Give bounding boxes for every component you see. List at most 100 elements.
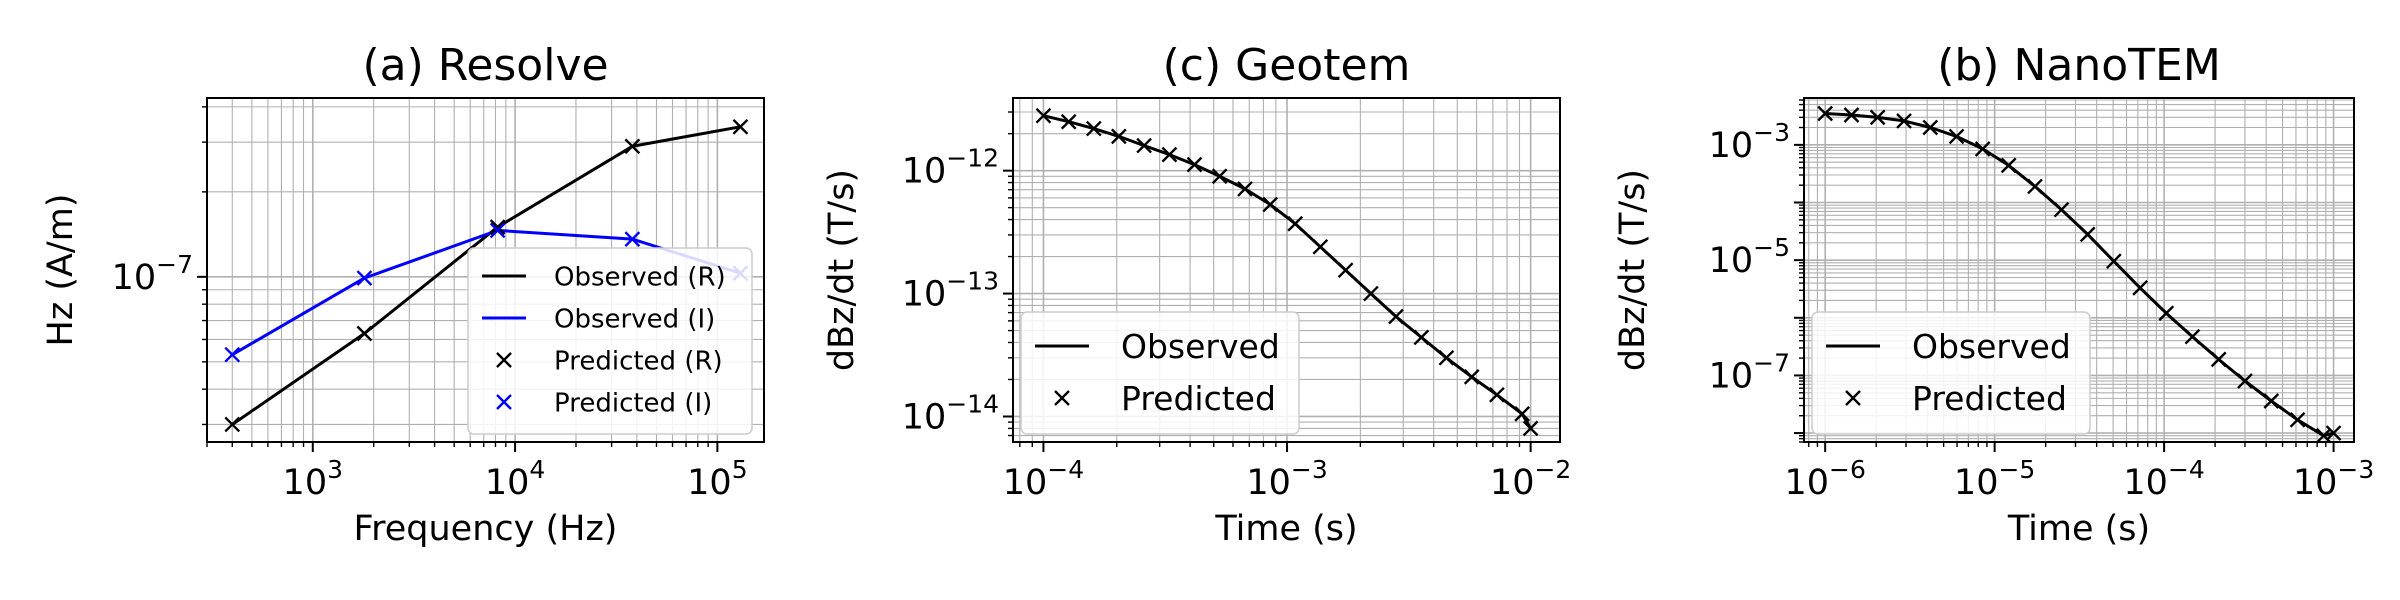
data-point-marker — [1843, 107, 1860, 123]
data-point-marker — [1948, 128, 1965, 145]
x-tick-label-mantissa: 10 — [1954, 463, 1999, 503]
x-tick-label-mantissa: 10 — [485, 463, 530, 503]
data-point-marker — [356, 325, 373, 342]
x-tick-label-exponent: −5 — [1998, 455, 2035, 484]
y-tick-label-exponent: −3 — [1753, 118, 1790, 147]
y-tick-label: 10−3 — [1709, 118, 1790, 166]
y-tick-label-exponent: −14 — [946, 389, 999, 418]
chart-title: (a) Resolve — [362, 40, 608, 91]
x-tick-label: 10−2 — [1490, 455, 1571, 503]
x-tick-label-mantissa: 10 — [1490, 463, 1535, 503]
legend-marker-swatch — [1054, 390, 1070, 406]
legend-box — [1811, 311, 2091, 435]
data-point-marker — [1211, 168, 1228, 185]
x-tick-label-mantissa: 10 — [2123, 463, 2168, 503]
y-tick-label-exponent: −7 — [1753, 348, 1790, 377]
y-tick-label: 10−14 — [902, 389, 999, 437]
data-point-marker — [2325, 425, 2342, 441]
x-tick-label-mantissa: 10 — [687, 463, 732, 503]
x-tick-label: 104 — [485, 455, 545, 503]
data-point-marker — [1514, 406, 1530, 422]
data-point-marker — [624, 231, 641, 247]
x-axis-label: Time (s) — [1214, 509, 1357, 549]
x-tick-label: 105 — [687, 455, 747, 503]
x-axis-label: Frequency (Hz) — [354, 509, 618, 549]
legend-label: Predicted (R) — [554, 346, 723, 376]
data-point-marker — [1922, 119, 1939, 136]
y-tick-label-exponent: −5 — [1753, 233, 1790, 262]
legend-label: Observed — [1912, 327, 2071, 366]
y-tick-label-mantissa: 10 — [1709, 356, 1754, 396]
y-tick-label-exponent: −13 — [946, 267, 999, 296]
x-tick-label: 10−5 — [1954, 455, 2035, 503]
axes-frame — [1803, 97, 2355, 443]
x-tick-label-exponent: 3 — [327, 455, 343, 484]
y-tick-label-mantissa: 10 — [902, 275, 947, 315]
data-point-marker — [1413, 329, 1430, 346]
data-point-marker — [2184, 328, 2201, 345]
legend-label: Observed (R) — [554, 262, 726, 292]
data-point-marker — [2079, 226, 2096, 243]
x-tick-label-exponent: −3 — [2337, 455, 2374, 484]
data-point-marker — [2158, 305, 2175, 322]
data-point-marker — [1085, 120, 1102, 137]
data-point-marker — [1363, 285, 1379, 302]
axes-frame — [206, 97, 765, 443]
data-point-marker — [1111, 128, 1127, 145]
x-tick-label-mantissa: 10 — [1003, 463, 1048, 503]
data-point-marker — [1287, 215, 1304, 232]
series-group — [1817, 105, 2342, 444]
y-tick-label-mantissa: 10 — [902, 152, 947, 192]
data-point-marker — [224, 416, 241, 433]
y-tick-label: 10−13 — [902, 267, 999, 315]
grid — [1013, 98, 1560, 442]
legend-marker-swatch — [496, 394, 512, 410]
legend: Observed (R) Observed (I) Predicted (R) Pre… — [467, 247, 753, 435]
data-point-marker — [356, 270, 373, 286]
x-tick-label-mantissa: 10 — [1784, 463, 1829, 503]
y-axis-label: Hz (A/m) — [41, 194, 81, 347]
x-tick-label: 10−6 — [1784, 455, 1865, 503]
ticks — [1003, 111, 1532, 452]
data-point-marker — [1463, 369, 1480, 385]
y-tick-label-mantissa: 10 — [1709, 241, 1754, 281]
y-tick-label: 10−12 — [902, 144, 999, 192]
data-point-marker — [2289, 411, 2306, 428]
y-tick-label-mantissa: 10 — [112, 258, 157, 298]
panel-nanotem: 10−6 10−5 10−4 10−310−710−510−3(b) NanoTEMT… — [1613, 40, 2374, 549]
x-tick-label-exponent: −4 — [2168, 455, 2205, 484]
data-point-marker — [2132, 280, 2148, 296]
x-tick-label: 103 — [283, 455, 343, 503]
ticks — [197, 106, 719, 452]
data-point-marker — [624, 138, 641, 155]
data-point-marker — [1438, 349, 1455, 366]
x-tick-label-exponent: −3 — [1291, 455, 1328, 484]
y-tick-label-exponent: −12 — [946, 144, 999, 173]
data-point-marker — [1489, 386, 1505, 403]
y-tick-label-exponent: −7 — [156, 250, 193, 279]
y-tick-label: 10−5 — [1709, 233, 1790, 281]
legend: Observed Predicted — [1020, 311, 1300, 435]
data-point-marker — [489, 222, 506, 239]
legend-label: Observed (I) — [554, 304, 715, 334]
y-tick-label: 10−7 — [1709, 348, 1790, 396]
x-tick-label: 10−4 — [2123, 455, 2204, 503]
legend-label: Observed — [1121, 327, 1280, 366]
y-axis-label: dBz/dt (T/s) — [1613, 169, 1653, 371]
data-point-marker — [732, 118, 749, 135]
legend-marker-swatch — [1845, 390, 1861, 406]
data-point-marker — [2027, 178, 2043, 195]
x-tick-label: 10−4 — [1003, 455, 1084, 503]
data-point-marker — [1237, 181, 1253, 197]
legend-box — [467, 247, 753, 435]
y-axis-label: dBz/dt (T/s) — [822, 169, 862, 371]
data-point-marker — [1522, 420, 1539, 437]
data-point-marker — [1869, 109, 1886, 126]
data-point-marker — [1817, 105, 1834, 122]
data-point-marker — [2263, 393, 2280, 409]
x-tick-label: 10−3 — [1246, 455, 1327, 503]
x-tick-label-exponent: −6 — [1829, 455, 1866, 484]
x-tick-label-exponent: −4 — [1047, 455, 1084, 484]
